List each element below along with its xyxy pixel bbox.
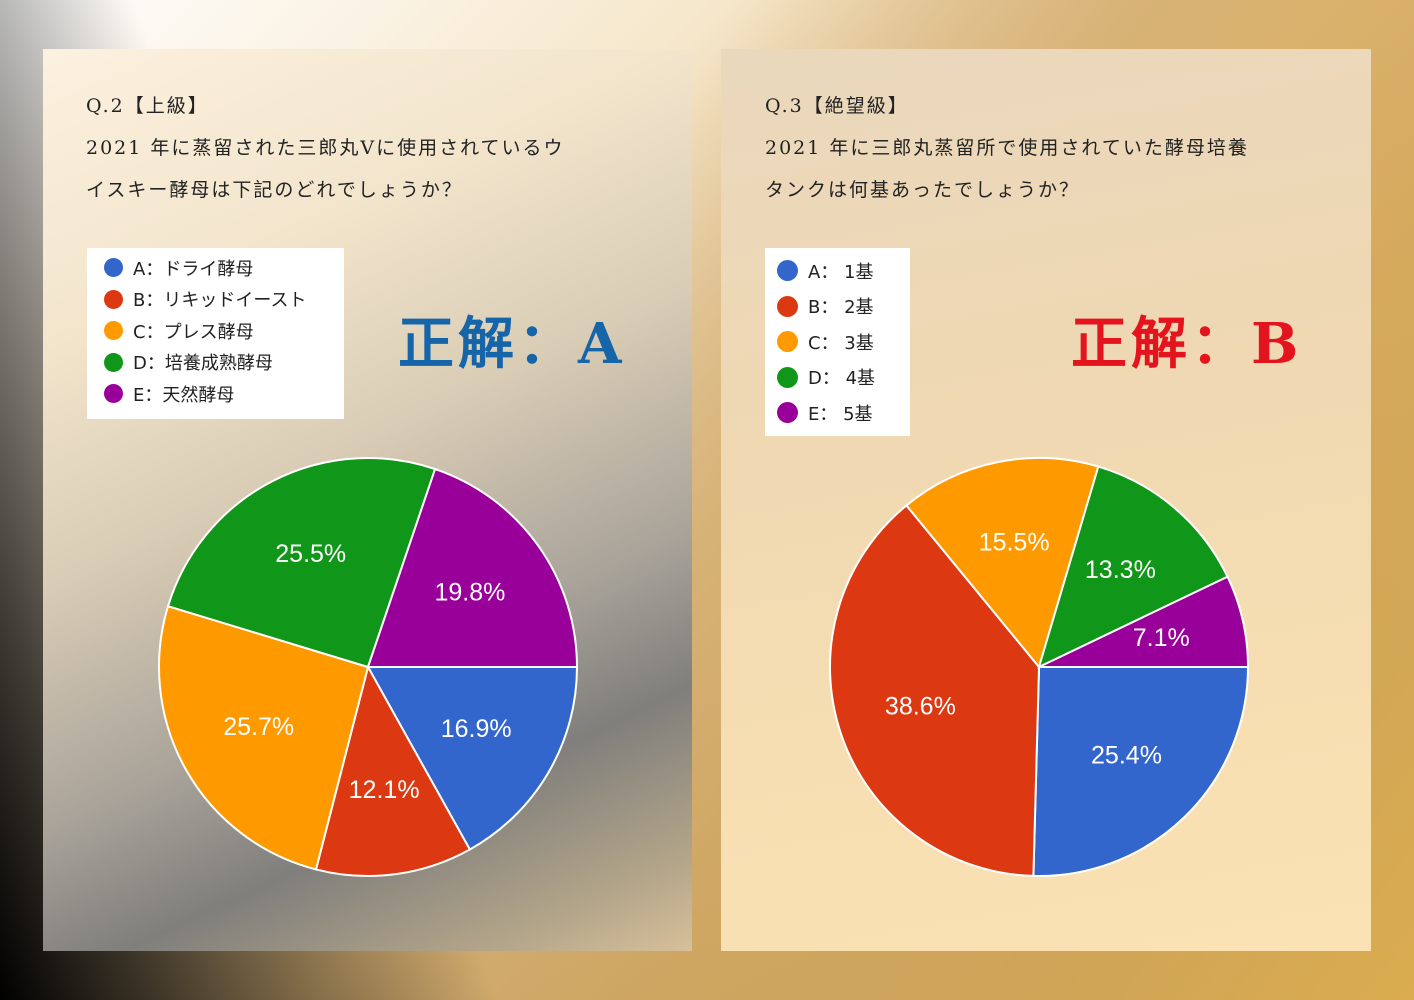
pie-label-a: 16.9%: [441, 715, 512, 743]
pie-slice-a: [366, 666, 579, 851]
question-text-line-2: タンクは何基あったでしょうか？: [765, 179, 1081, 201]
legend-swatch: [777, 260, 798, 282]
legend-item-a: A： 1基: [777, 253, 910, 289]
pie-label-e: 7.1%: [1133, 624, 1190, 652]
pie-slice-c: [158, 604, 370, 871]
legend-item-e: E：天然酵母: [104, 378, 344, 410]
pie-slice-e: [366, 467, 579, 668]
pie-slice-e: [1038, 575, 1250, 668]
pie-label-d: 25.5%: [275, 540, 346, 568]
legend-item-d: D：培養成熟酵母: [104, 347, 344, 379]
legend-item-b: B：リキッドイースト: [104, 284, 344, 316]
legend-label: C：プレス酵母: [133, 321, 254, 343]
legend-label: B：リキッドイースト: [133, 290, 307, 312]
legend-swatch: [777, 366, 798, 388]
correct-answer: 正解：B: [1071, 311, 1303, 377]
quiz-panel-q2: Q.2【上級】 2021 年に蒸留された三郎丸Ⅴに使用されているウ イスキー酵母…: [43, 49, 692, 951]
question-text-line-1: 2021 年に三郎丸蒸留所で使用されていた酵母培養: [765, 137, 1249, 159]
pie-slice-d: [1037, 465, 1229, 669]
legend-item-c: C： 3基: [777, 324, 910, 360]
quiz-panel-q3: Q.3【絶望級】 2021 年に三郎丸蒸留所で使用されていた酵母培養 タンクは何…: [721, 49, 1371, 951]
legend-item-c: C：プレス酵母: [104, 315, 344, 347]
legend-label: A：ドライ酵母: [133, 258, 254, 280]
correct-answer: 正解：A: [398, 311, 626, 377]
legend-item-b: B： 2基: [777, 289, 910, 325]
legend-item-d: D： 4基: [777, 360, 910, 396]
legend-label: D：培養成熟酵母: [133, 353, 273, 375]
pie-label-d: 13.3%: [1085, 556, 1156, 584]
pie-chart: 16.9% 12.1% 25.7% 25.5% 19.8%: [158, 457, 579, 877]
pie-slice-c: [905, 457, 1100, 670]
legend-label: B： 2基: [808, 297, 874, 319]
pie-label-e: 19.8%: [434, 579, 505, 607]
pie-slice-d: [166, 457, 437, 669]
question-text-line-2: イスキー酵母は下記のどれでしょうか？: [86, 179, 463, 201]
legend-label: C： 3基: [808, 332, 874, 354]
legend-swatch: [104, 384, 123, 404]
legend-swatch: [777, 331, 798, 353]
legend-swatch: [104, 352, 123, 372]
legend-item-a: A：ドライ酵母: [104, 252, 344, 284]
pie-slice-b: [314, 664, 472, 877]
pie-label-b: 12.1%: [349, 776, 420, 804]
chart-legend: A： 1基 B： 2基 C： 3基 D： 4基 E： 5基: [765, 248, 910, 436]
legend-label: E：天然酵母: [133, 384, 235, 406]
question-text-line-1: 2021 年に蒸留された三郎丸Ⅴに使用されているウ: [86, 137, 565, 159]
pie-label-c: 25.7%: [223, 713, 294, 741]
pie-label-a: 25.4%: [1091, 741, 1162, 769]
chart-legend: A：ドライ酵母 B：リキッドイースト C：プレス酵母 D：培養成熟酵母 E：天然…: [87, 248, 344, 419]
legend-swatch: [777, 295, 798, 317]
pie-chart: 25.4% 38.6% 15.5% 13.3% 7.1%: [829, 457, 1250, 877]
legend-swatch: [104, 258, 123, 278]
question-number: Q.3【絶望級】: [765, 95, 909, 117]
legend-swatch: [777, 402, 798, 424]
pie-slice-a: [1032, 666, 1250, 877]
legend-label: A： 1基: [808, 261, 874, 283]
question-number: Q.2【上級】: [86, 95, 209, 117]
pie-label-b: 38.6%: [885, 692, 956, 720]
pie-slice-b: [829, 504, 1041, 877]
legend-swatch: [104, 321, 123, 341]
pie-label-c: 15.5%: [979, 529, 1050, 557]
legend-label: E： 5基: [808, 403, 873, 425]
legend-swatch: [104, 289, 123, 309]
legend-label: D： 4基: [808, 368, 876, 390]
legend-item-e: E： 5基: [777, 395, 910, 431]
